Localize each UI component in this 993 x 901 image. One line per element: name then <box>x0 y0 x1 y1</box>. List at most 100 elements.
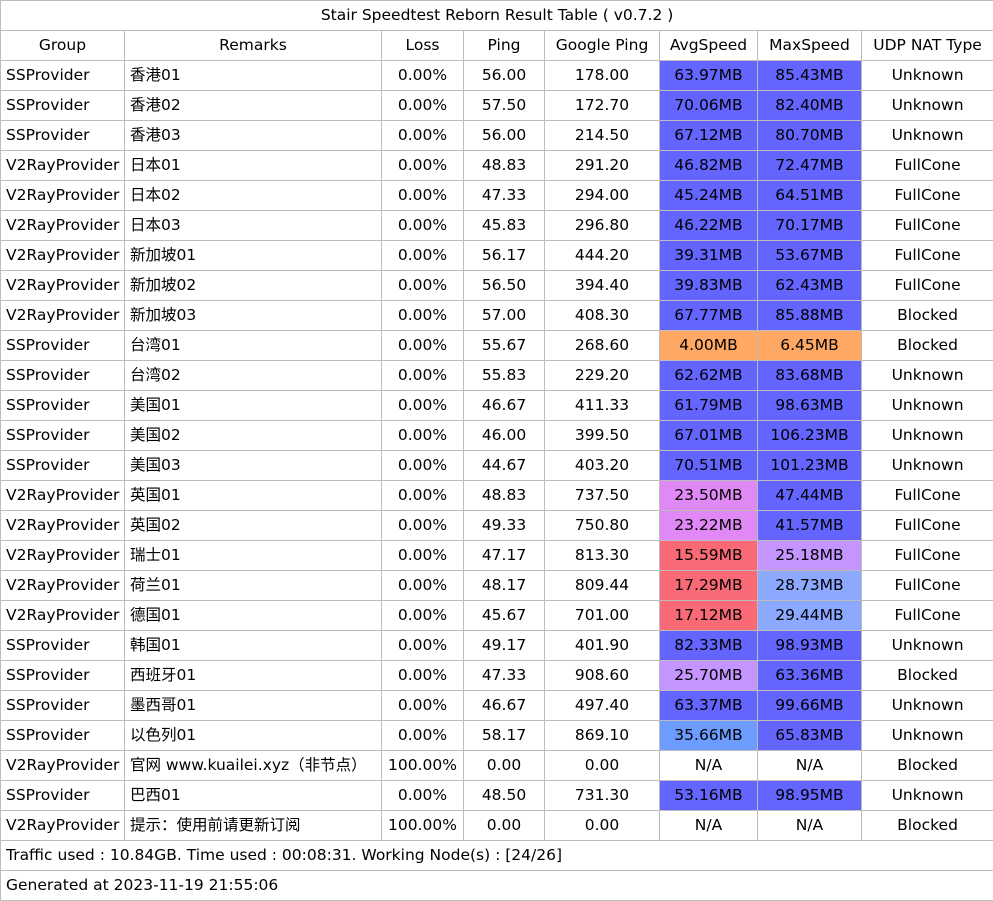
udp-nat-type-cell: Unknown <box>862 121 993 151</box>
remarks-cell: 美国02 <box>125 421 382 451</box>
google-ping-cell: 178.00 <box>545 61 660 91</box>
udp-nat-type-cell: FullCone <box>862 571 993 601</box>
ping-cell: 48.83 <box>464 151 545 181</box>
max-speed-cell: 85.43MB <box>758 61 862 91</box>
ping-cell: 48.50 <box>464 781 545 811</box>
generated-timestamp: Generated at 2023-11-19 21:55:06 <box>1 871 993 901</box>
google-ping-cell: 172.70 <box>545 91 660 121</box>
loss-cell: 0.00% <box>382 721 464 751</box>
ping-cell: 49.17 <box>464 631 545 661</box>
group-cell: SSProvider <box>1 691 125 721</box>
ping-cell: 46.00 <box>464 421 545 451</box>
traffic-summary: Traffic used : 10.84GB. Time used : 00:0… <box>1 841 993 871</box>
google-ping-cell: 444.20 <box>545 241 660 271</box>
ping-cell: 56.50 <box>464 271 545 301</box>
google-ping-cell: 294.00 <box>545 181 660 211</box>
google-ping-cell: 908.60 <box>545 661 660 691</box>
avg-speed-cell: 46.22MB <box>660 211 758 241</box>
loss-cell: 0.00% <box>382 301 464 331</box>
google-ping-cell: 291.20 <box>545 151 660 181</box>
google-ping-cell: 214.50 <box>545 121 660 151</box>
column-header-max-speed: MaxSpeed <box>758 31 862 61</box>
loss-cell: 100.00% <box>382 811 464 841</box>
avg-speed-cell: 46.82MB <box>660 151 758 181</box>
remarks-cell: 台湾01 <box>125 331 382 361</box>
group-cell: V2RayProvider <box>1 481 125 511</box>
group-cell: V2RayProvider <box>1 751 125 781</box>
avg-speed-cell: 62.62MB <box>660 361 758 391</box>
column-header-loss: Loss <box>382 31 464 61</box>
google-ping-cell: 869.10 <box>545 721 660 751</box>
udp-nat-type-cell: FullCone <box>862 271 993 301</box>
group-cell: SSProvider <box>1 91 125 121</box>
max-speed-cell: 72.47MB <box>758 151 862 181</box>
ping-cell: 45.67 <box>464 601 545 631</box>
group-cell: V2RayProvider <box>1 571 125 601</box>
group-cell: SSProvider <box>1 721 125 751</box>
loss-cell: 0.00% <box>382 421 464 451</box>
udp-nat-type-cell: FullCone <box>862 511 993 541</box>
remarks-cell: 德国01 <box>125 601 382 631</box>
remarks-cell: 香港01 <box>125 61 382 91</box>
remarks-cell: 西班牙01 <box>125 661 382 691</box>
ping-cell: 57.00 <box>464 301 545 331</box>
google-ping-cell: 809.44 <box>545 571 660 601</box>
google-ping-cell: 750.80 <box>545 511 660 541</box>
ping-cell: 48.17 <box>464 571 545 601</box>
column-header-avg-speed: AvgSpeed <box>660 31 758 61</box>
loss-cell: 100.00% <box>382 751 464 781</box>
remarks-cell: 以色列01 <box>125 721 382 751</box>
max-speed-cell: 47.44MB <box>758 481 862 511</box>
google-ping-cell: 296.80 <box>545 211 660 241</box>
loss-cell: 0.00% <box>382 541 464 571</box>
group-cell: V2RayProvider <box>1 511 125 541</box>
avg-speed-cell: 61.79MB <box>660 391 758 421</box>
loss-cell: 0.00% <box>382 211 464 241</box>
group-cell: SSProvider <box>1 631 125 661</box>
avg-speed-cell: 53.16MB <box>660 781 758 811</box>
max-speed-cell: 101.23MB <box>758 451 862 481</box>
ping-cell: 58.17 <box>464 721 545 751</box>
google-ping-cell: 701.00 <box>545 601 660 631</box>
group-cell: SSProvider <box>1 451 125 481</box>
udp-nat-type-cell: Unknown <box>862 631 993 661</box>
column-header-udp-nat-type: UDP NAT Type <box>862 31 993 61</box>
max-speed-cell: 106.23MB <box>758 421 862 451</box>
group-cell: V2RayProvider <box>1 211 125 241</box>
loss-cell: 0.00% <box>382 571 464 601</box>
max-speed-cell: 29.44MB <box>758 601 862 631</box>
udp-nat-type-cell: FullCone <box>862 241 993 271</box>
google-ping-cell: 408.30 <box>545 301 660 331</box>
remarks-cell: 荷兰01 <box>125 571 382 601</box>
footer-traffic-row: Traffic used : 10.84GB. Time used : 00:0… <box>1 841 993 871</box>
google-ping-cell: 229.20 <box>545 361 660 391</box>
avg-speed-cell: 15.59MB <box>660 541 758 571</box>
max-speed-cell: 63.36MB <box>758 661 862 691</box>
udp-nat-type-cell: Blocked <box>862 661 993 691</box>
group-cell: V2RayProvider <box>1 151 125 181</box>
remarks-cell: 香港02 <box>125 91 382 121</box>
avg-speed-cell: 63.97MB <box>660 61 758 91</box>
max-speed-cell: 80.70MB <box>758 121 862 151</box>
loss-cell: 0.00% <box>382 271 464 301</box>
max-speed-cell: 99.66MB <box>758 691 862 721</box>
ping-cell: 0.00 <box>464 751 545 781</box>
remarks-cell: 美国03 <box>125 451 382 481</box>
remarks-cell: 巴西01 <box>125 781 382 811</box>
group-cell: SSProvider <box>1 61 125 91</box>
max-speed-cell: 28.73MB <box>758 571 862 601</box>
loss-cell: 0.00% <box>382 481 464 511</box>
loss-cell: 0.00% <box>382 661 464 691</box>
remarks-cell: 新加坡03 <box>125 301 382 331</box>
remarks-cell: 提示：使用前请更新订阅 <box>125 811 382 841</box>
